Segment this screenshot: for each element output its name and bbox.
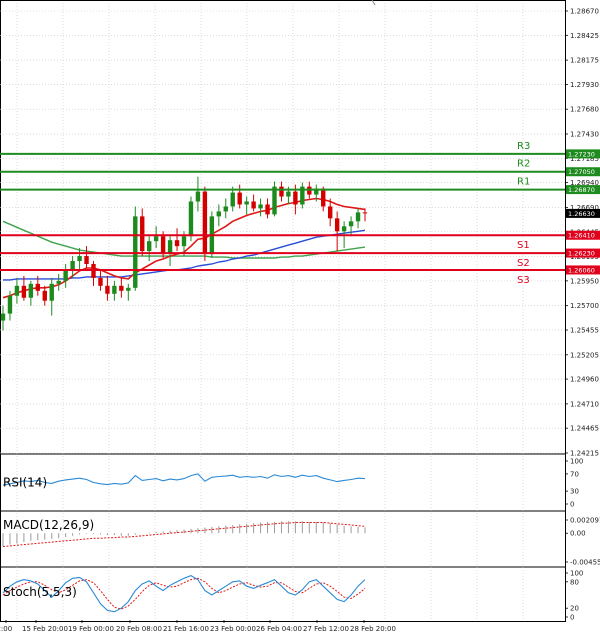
y-tick-label: 1.28670: [570, 8, 599, 16]
level-label-r2: R2: [517, 159, 530, 170]
candle-body: [22, 286, 26, 298]
candle-body: [237, 193, 241, 205]
candle-body: [258, 204, 262, 208]
macd-y-tick-label: -0.004555: [570, 559, 600, 567]
y-tick-label: 1.27930: [570, 81, 599, 89]
candle-body: [279, 187, 283, 197]
candle-body: [105, 286, 109, 294]
level-price-tag-text: 1.26870: [568, 186, 595, 194]
y-tick-label: 1.25950: [570, 277, 599, 285]
rsi-line: [3, 474, 365, 485]
rsi-y-tick-label: 30: [570, 488, 579, 496]
y-tick-label: 1.27680: [570, 106, 599, 114]
level-price-tag-text: 1.27230: [568, 150, 595, 158]
candle-body: [321, 189, 325, 207]
y-tick-label: 1.25455: [570, 326, 599, 334]
y-tick-label: 1.25205: [570, 351, 599, 359]
candle-body: [189, 201, 193, 236]
stoch-y-tick-label: 0: [570, 614, 574, 622]
y-tick-label: 1.25700: [570, 302, 599, 310]
candle-body: [43, 291, 47, 301]
candle-body: [15, 286, 19, 296]
level-label-s3: S3: [517, 275, 530, 286]
candle-body: [119, 286, 123, 291]
x-tick-label: 21 Feb 16:00: [163, 625, 209, 633]
x-tick-label: 23 Feb 00:00: [210, 625, 256, 633]
y-tick-label: 1.28425: [570, 32, 599, 40]
candle-body: [224, 206, 228, 211]
y-tick-label: 1.27430: [570, 131, 599, 139]
macd-y-tick-label: 0.002097: [570, 517, 600, 525]
candle-body: [265, 204, 269, 214]
candle-body: [84, 256, 88, 264]
level-price-tag-text: 1.26230: [568, 250, 595, 258]
candle-body: [272, 187, 276, 215]
candle-body: [36, 284, 40, 291]
level-label-s1: S1: [517, 240, 530, 251]
candle-body: [126, 288, 130, 291]
candle-body: [50, 284, 54, 301]
x-tick-label: 27 Feb 12:00: [303, 625, 349, 633]
candle-body: [293, 192, 297, 205]
candle-body: [251, 201, 255, 208]
y-tick-label: 1.24465: [570, 425, 599, 433]
candle-body: [203, 192, 207, 255]
x-tick-label: 28 Feb 20:00: [350, 625, 396, 633]
candle-body: [168, 240, 172, 254]
level-price-tag-text: 1.27050: [568, 168, 595, 176]
macd-title: MACD(12,26,9): [3, 518, 94, 532]
candle-body: [147, 241, 151, 251]
candle-body: [335, 218, 339, 231]
y-tick-label: 1.28175: [570, 57, 599, 65]
candle-body: [196, 192, 200, 202]
candle-body: [342, 226, 346, 231]
candle-body: [161, 236, 165, 254]
y-tick-label: 1.24710: [570, 400, 599, 408]
x-tick-label: 26 Feb 04:00: [256, 625, 302, 633]
candle-body: [244, 201, 248, 204]
candle-body: [63, 271, 67, 281]
y-tick-label: 1.24215: [570, 450, 599, 458]
y-tick-label: 1.24960: [570, 376, 599, 384]
candle-body: [77, 256, 81, 261]
level-label-s2: S2: [517, 258, 530, 269]
rsi-title: RSI(14): [3, 476, 47, 490]
candle-body: [356, 212, 360, 221]
stoch-title: Stoch(5,5,3): [3, 585, 77, 599]
stoch-y-tick-label: 80: [570, 578, 579, 586]
level-price-tag-text: 1.26060: [568, 266, 595, 274]
stoch-y-tick-label: 100: [570, 570, 583, 578]
x-tick-label: 12:00: [0, 625, 12, 633]
candle-body: [140, 216, 144, 251]
candle-body: [56, 281, 60, 284]
current-price-label: 1.26630: [568, 210, 595, 218]
candle-body: [98, 278, 102, 286]
candle-body: [231, 193, 235, 207]
candle-body: [29, 284, 33, 298]
candle-body: [175, 240, 179, 246]
candle-body: [112, 286, 116, 294]
macd-y-tick-label: 0.00: [570, 530, 586, 538]
candle-body: [217, 211, 221, 216]
x-tick-label: 15 Feb 20:00: [22, 625, 68, 633]
stoch-y-tick-label: 20: [570, 605, 579, 613]
rsi-y-tick-label: 0: [570, 501, 574, 509]
rsi-y-tick-label: 100: [570, 458, 583, 466]
level-price-tag-text: 1.26410: [568, 232, 595, 240]
candle-body: [328, 206, 332, 218]
rsi-y-tick-label: 70: [570, 470, 579, 478]
candle-body: [182, 236, 186, 246]
x-tick-label: 19 Feb 00:00: [68, 625, 114, 633]
candle-body: [363, 212, 367, 213]
candle-body: [8, 296, 12, 314]
level-label-r3: R3: [517, 141, 530, 152]
x-tick-label: 20 Feb 08:00: [116, 625, 162, 633]
candle-body: [349, 221, 353, 226]
candle-body: [286, 192, 290, 197]
candle-body: [154, 236, 158, 241]
candle-body: [1, 314, 5, 321]
level-label-r1: R1: [517, 177, 530, 188]
